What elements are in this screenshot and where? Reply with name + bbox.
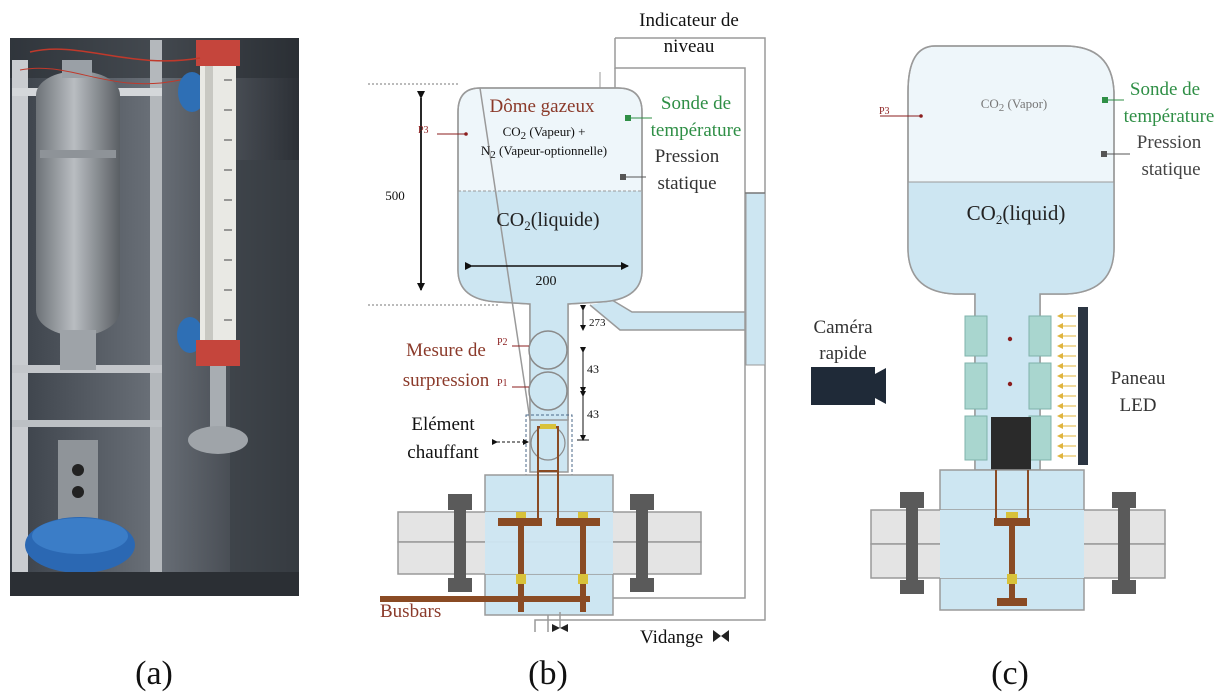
photo-panel-a [10, 38, 299, 596]
schematic-panel-b [368, 37, 766, 642]
static-pressure-label-c-1: Pression [1137, 132, 1202, 153]
overpressure-label-1: Mesure de [406, 340, 486, 361]
sensor-p1-label: P1 [497, 378, 508, 389]
sensor-p3-label: P3 [418, 125, 429, 136]
caption-c: (c) [991, 655, 1029, 692]
liquid-label: CO2(liquide) [496, 209, 599, 233]
dome-gas-line-1: CO2 (Vapeur) + [503, 124, 586, 142]
level-indicator-label-1: Indicateur de [639, 10, 739, 31]
liquid-label-c: CO2(liquid) [967, 201, 1066, 227]
sensor-p2-label: P2 [497, 337, 508, 348]
dome-title: Dôme gazeux [490, 96, 595, 117]
caption-b: (b) [528, 655, 568, 692]
temp-probe-label-c-1: Sonde de [1130, 79, 1200, 100]
vapor-label: CO2 (Vapor) [981, 96, 1048, 114]
dim-d3-label: 43 [587, 407, 599, 421]
dim-height-label: 500 [385, 188, 405, 203]
static-pressure-label-2: statique [657, 173, 716, 194]
p3-label-c: P3 [879, 106, 890, 117]
level-indicator-label-2: niveau [664, 36, 715, 57]
dim-d2-label: 43 [587, 362, 599, 376]
temp-probe-label-2: température [651, 120, 742, 141]
schematic-panel-c [811, 45, 1166, 611]
dim-d1-label: 273 [589, 317, 606, 329]
busbars-label: Busbars [380, 601, 441, 622]
dim-width-label: 200 [536, 274, 557, 289]
static-pressure-label-1: Pression [655, 146, 720, 167]
led-label-2: LED [1120, 395, 1157, 416]
camera-label-2: rapide [819, 343, 866, 364]
dome-gas-line-2: N2 (Vapeur-optionnelle) [481, 143, 607, 161]
drain-label: Vidange [640, 627, 703, 648]
caption-a: (a) [135, 655, 173, 692]
temp-probe-label-c-2: température [1124, 106, 1215, 127]
temp-probe-label-1: Sonde de [661, 93, 731, 114]
camera-label-1: Caméra [813, 317, 873, 338]
led-label-1: Paneau [1111, 368, 1166, 389]
overpressure-label-2: surpression [403, 370, 490, 391]
static-pressure-label-c-2: statique [1141, 159, 1200, 180]
heater-label-2: chauffant [407, 442, 479, 463]
heater-label-1: Elément [411, 414, 475, 435]
